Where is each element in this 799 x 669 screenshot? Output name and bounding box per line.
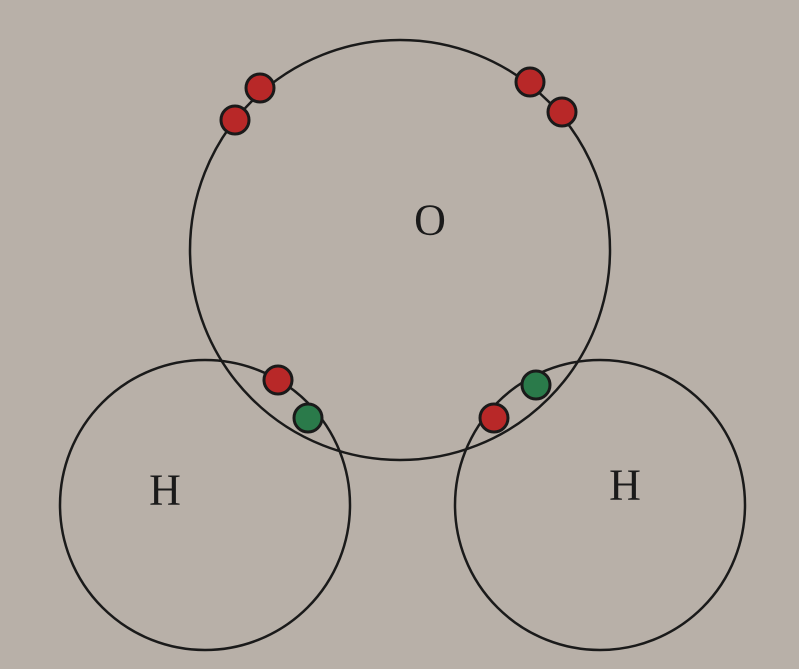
electron-lone-tl1 (246, 74, 274, 102)
electron-bond-right-h (522, 371, 550, 399)
electron-bond-left-h (294, 404, 322, 432)
hydrogen-right-label: H (609, 460, 641, 511)
oxygen-label: O (414, 195, 446, 246)
electron-bond-left-o (264, 366, 292, 394)
diagram-svg (0, 0, 799, 669)
hydrogen-left-label: H (149, 465, 181, 516)
oxygen-shell (190, 40, 610, 460)
electron-lone-tr2 (548, 98, 576, 126)
electron-lone-tl2 (221, 106, 249, 134)
water-molecule-diagram: O H H (0, 0, 799, 669)
electron-bond-right-o (480, 404, 508, 432)
electron-lone-tr1 (516, 68, 544, 96)
